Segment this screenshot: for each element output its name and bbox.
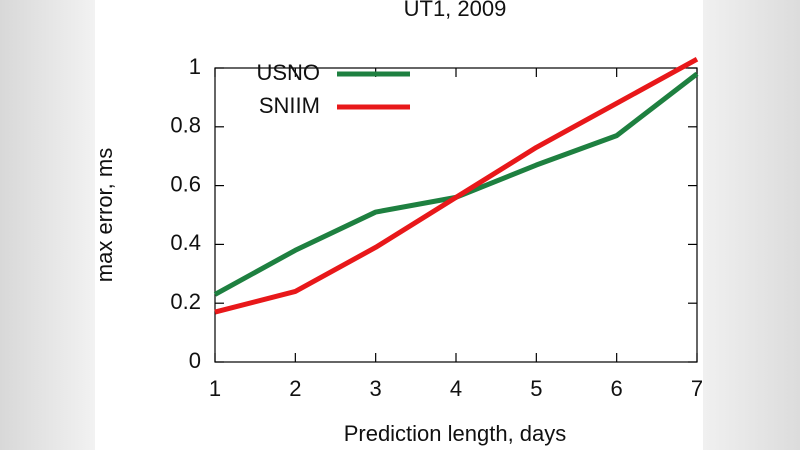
y-tick-label: 0.6 bbox=[170, 171, 201, 196]
y-tick-label: 0.8 bbox=[170, 113, 201, 138]
x-tick-label: 1 bbox=[209, 376, 221, 401]
legend-label: USNO bbox=[256, 60, 320, 85]
side-panel bbox=[703, 0, 800, 450]
legend-label: SNIIM bbox=[259, 93, 320, 118]
series-line bbox=[214, 56, 699, 315]
x-tick-label: 6 bbox=[611, 376, 623, 401]
y-axis-label: max error, ms bbox=[92, 148, 117, 282]
x-tick-label: 3 bbox=[370, 376, 382, 401]
chart-title: UT1, 2009 bbox=[404, 0, 507, 21]
side-panel bbox=[0, 0, 95, 450]
x-tick-label: 2 bbox=[289, 376, 301, 401]
y-tick-label: 0.4 bbox=[170, 230, 201, 255]
x-tick-label: 4 bbox=[450, 376, 462, 401]
y-tick-label: 0.2 bbox=[170, 289, 201, 314]
y-tick-label: 1 bbox=[189, 54, 201, 79]
x-tick-label: 5 bbox=[530, 376, 542, 401]
x-axis-label: Prediction length, days bbox=[344, 421, 567, 446]
x-tick-label: 7 bbox=[691, 376, 703, 401]
y-tick-label: 0 bbox=[189, 348, 201, 373]
